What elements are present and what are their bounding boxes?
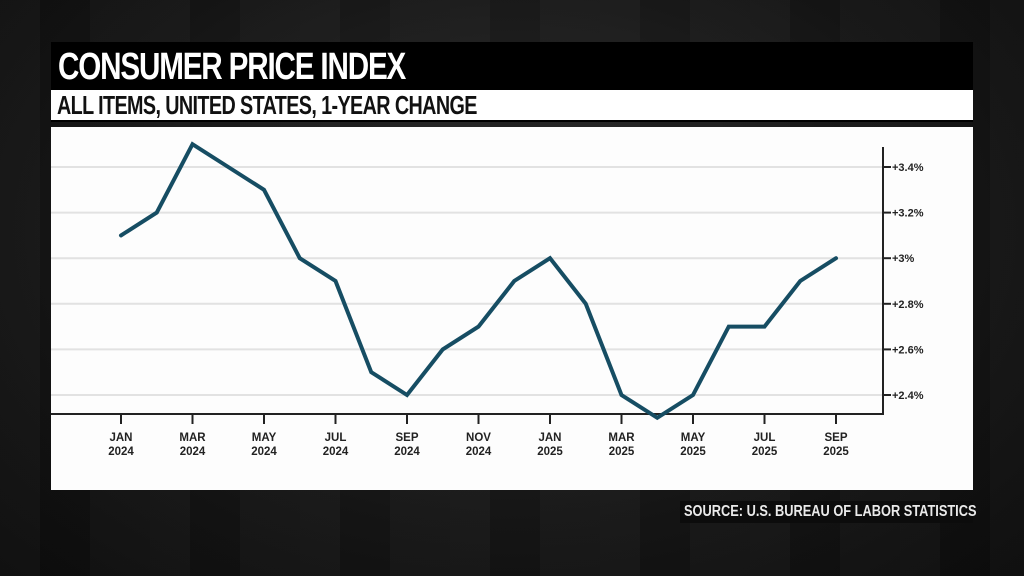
- x-tick-label-year: 2024: [180, 446, 206, 458]
- source-text: SOURCE: U.S. BUREAU OF LABOR STATISTICS: [684, 503, 977, 520]
- x-tick-label-month: SEP: [824, 432, 847, 444]
- y-tick-label: +2.6%: [892, 344, 924, 356]
- x-tick-label-year: 2024: [394, 446, 420, 458]
- subtitle-bar: ALL ITEMS, UNITED STATES, 1-YEAR CHANGE: [51, 90, 973, 122]
- x-tick-label-year: 2025: [537, 446, 563, 458]
- x-tick-label-month: JAN: [109, 432, 132, 444]
- x-tick-label-month: JUL: [325, 432, 347, 444]
- x-tick-label-year: 2025: [609, 446, 635, 458]
- x-tick-label-month: SEP: [395, 432, 418, 444]
- x-tick-label-year: 2024: [251, 446, 277, 458]
- y-tick-label: +3%: [892, 253, 915, 265]
- x-tick-label-year: 2025: [752, 446, 778, 458]
- x-tick-label-year: 2024: [323, 446, 349, 458]
- y-tick-label: +3.4%: [892, 162, 924, 174]
- x-tick-label-month: MAY: [252, 432, 277, 444]
- title-bar: CONSUMER PRICE INDEX: [51, 42, 973, 90]
- chart-title: CONSUMER PRICE INDEX: [58, 46, 406, 88]
- cpi-series-line: [119, 141, 838, 421]
- chart-panel: +2.4% +2.6% +2.8% +3% +3.2% +3.4% JAN 2024 MAR 20…: [51, 127, 973, 490]
- x-tick-label-month: NOV: [466, 432, 491, 444]
- x-tick-label-month: MAR: [179, 432, 206, 444]
- x-tick-label-month: JUL: [754, 432, 776, 444]
- chart-subtitle: ALL ITEMS, UNITED STATES, 1-YEAR CHANGE: [57, 90, 477, 120]
- x-tick-label-year: 2024: [466, 446, 492, 458]
- y-tick-label: +2.8%: [892, 299, 924, 311]
- y-tick-label: +3.2%: [892, 208, 924, 220]
- x-tick-label-year: 2025: [680, 446, 706, 458]
- x-tick-label-month: MAR: [608, 432, 635, 444]
- x-tick-label-month: MAY: [681, 432, 706, 444]
- x-tick-label-year: 2024: [108, 446, 134, 458]
- x-tick-label-year: 2025: [823, 446, 849, 458]
- cpi-line-chart: +2.4% +2.6% +2.8% +3% +3.2% +3.4% JAN 2024 MAR 20…: [51, 141, 924, 458]
- y-tick-label: +2.4%: [892, 390, 924, 402]
- x-tick-label-month: JAN: [538, 432, 561, 444]
- source-label: SOURCE: U.S. BUREAU OF LABOR STATISTICS: [680, 501, 977, 523]
